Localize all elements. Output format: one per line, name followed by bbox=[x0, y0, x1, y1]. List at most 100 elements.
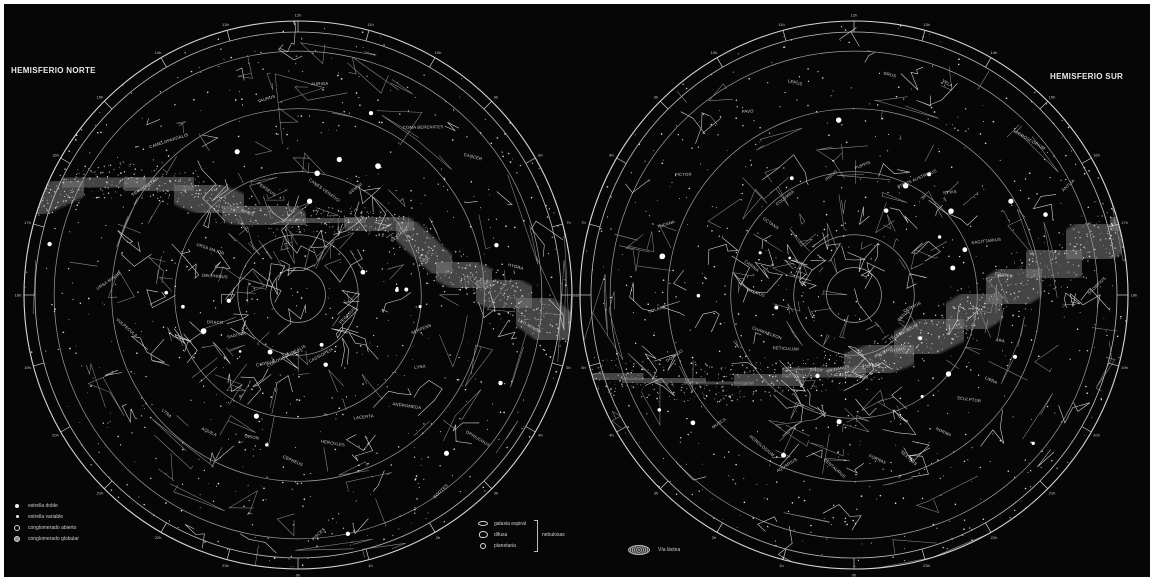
constellation-label: ERIDANUS bbox=[826, 364, 850, 374]
ra-label: 16h bbox=[52, 153, 59, 158]
constellation-label: VOLANS bbox=[647, 304, 666, 314]
bright-star bbox=[443, 450, 450, 456]
south-hemisphere-map: CETUSSCULPTORPHOENIXFORNAXERIDANUSHOROLO… bbox=[572, 13, 1138, 578]
ra-tick bbox=[660, 101, 669, 110]
legend-label: Vía láctea bbox=[658, 547, 681, 553]
constellation-label: CANCER bbox=[463, 152, 483, 161]
bright-star bbox=[883, 208, 889, 213]
constellation-label: CORONA BOREALIS bbox=[266, 343, 307, 368]
star-field bbox=[585, 25, 1127, 567]
bright-star bbox=[788, 256, 792, 260]
open-cluster-icon bbox=[14, 524, 20, 531]
bright-star bbox=[927, 172, 932, 177]
star-field bbox=[24, 21, 567, 568]
bright-star bbox=[920, 394, 924, 399]
constellation-label: CARINA bbox=[743, 259, 760, 273]
constellation-label: PUPPIS bbox=[854, 160, 871, 171]
constellation-label: LYNX bbox=[414, 364, 426, 370]
ra-label: 20h bbox=[1093, 433, 1100, 438]
constellation-figures bbox=[104, 21, 565, 554]
legend-planetary-nebula: planetaria bbox=[478, 540, 588, 551]
constellation-label: PAVO bbox=[742, 108, 755, 113]
ra-label: 22h bbox=[991, 535, 998, 540]
constellation-label: CANES VENATICI bbox=[308, 177, 341, 203]
bright-star bbox=[360, 269, 366, 275]
constellation-label: CAMELOPARDALIS bbox=[149, 132, 189, 149]
constellation-label: INDUS bbox=[824, 169, 838, 182]
south-hemisphere-title: HEMISFERIO SUR bbox=[1050, 72, 1124, 81]
bright-star bbox=[937, 235, 942, 239]
ra-label: 15h bbox=[1049, 95, 1056, 100]
constellation-label: LEPUS bbox=[788, 78, 804, 87]
declination-circle bbox=[730, 171, 978, 419]
ra-tick bbox=[1081, 157, 1092, 164]
ra-label: 3h bbox=[494, 491, 498, 496]
constellation-label: ANTLIA bbox=[1061, 178, 1076, 192]
bright-star bbox=[498, 380, 503, 386]
ra-label: 19h bbox=[24, 365, 31, 370]
bright-star bbox=[336, 156, 342, 163]
legend-open-cluster: conglomerado abierto bbox=[12, 522, 79, 533]
ra-tick bbox=[716, 57, 723, 68]
ra-label: 5h bbox=[581, 365, 585, 370]
constellation-label: OCTANS bbox=[762, 216, 780, 231]
bright-star bbox=[265, 443, 269, 447]
legend-diffuse-nebula: difusa bbox=[478, 529, 588, 540]
legend-double-star: estrella doble bbox=[12, 500, 79, 511]
milky-way-band bbox=[24, 160, 572, 356]
constellation-label: LYRA bbox=[161, 408, 173, 419]
ra-tick bbox=[921, 30, 926, 42]
north-hemisphere-title: HEMISFERIO NORTE bbox=[11, 66, 96, 75]
ra-label: 5h bbox=[566, 365, 570, 370]
constellation-label: LUPUS bbox=[863, 362, 879, 370]
ra-label: 12h bbox=[851, 13, 858, 18]
legend-spiral-galaxy: galaxia espiral bbox=[478, 518, 588, 529]
constellation-label: URSA MAJOR bbox=[196, 242, 225, 256]
ra-label: 6h bbox=[572, 293, 576, 298]
legend-label: conglomerado abierto bbox=[28, 524, 77, 531]
bright-star bbox=[1031, 441, 1035, 445]
ra-label: 19h bbox=[1121, 365, 1128, 370]
ra-label: 3h bbox=[654, 491, 658, 496]
declination-circle bbox=[111, 108, 485, 482]
constellation-label: OPHIUCHUS bbox=[465, 429, 491, 447]
ra-scale: 0h 1h 2h 3h 4h 5h 6h 7h 8h 9h 10h 11h 12h 13h 14h 15h 16… bbox=[572, 13, 1138, 578]
legend-label: estrella doble bbox=[28, 502, 58, 509]
ra-label: 23h bbox=[923, 563, 930, 568]
ra-tick bbox=[782, 30, 787, 42]
constellation-label: DELPHINUS bbox=[202, 273, 228, 280]
star-chart: PEGASUS ANDROMEDA CASSIOPEIA CEPHEUS CYGNUS L… bbox=[4, 4, 1150, 577]
constellation-label: COMA BERENICES bbox=[403, 124, 444, 130]
bright-star bbox=[1008, 198, 1014, 204]
ra-tick bbox=[525, 426, 536, 433]
ra-label: 0h bbox=[852, 573, 856, 578]
nebulae-brace bbox=[534, 520, 538, 552]
constellation-labels: PEGASUS ANDROMEDA CASSIOPEIA CEPHEUS CYGNUS L… bbox=[95, 81, 541, 542]
constellation-label: RETICULUM bbox=[773, 345, 800, 351]
constellation-label: PYXIS bbox=[943, 189, 957, 195]
ra-tick bbox=[589, 223, 601, 228]
variable-star-icon bbox=[15, 515, 19, 518]
ra-label: 18h bbox=[15, 293, 22, 298]
constellation-label: HYDRA bbox=[889, 346, 905, 354]
spiral-galaxy-icon bbox=[478, 521, 488, 526]
ra-tick bbox=[525, 157, 536, 164]
ra-label: 2h bbox=[712, 535, 716, 540]
ra-tick bbox=[429, 57, 436, 68]
hemisphere-inner: PEGASUS ANDROMEDA CASSIOPEIA CEPHEUS CYGNUS L… bbox=[24, 21, 572, 569]
constellation-label: ARA bbox=[995, 337, 1005, 343]
ra-tick bbox=[33, 223, 45, 228]
ra-tick bbox=[160, 57, 167, 68]
milky-way-icon bbox=[628, 545, 650, 555]
ra-label: 0h bbox=[296, 573, 300, 578]
ra-tick bbox=[616, 426, 627, 433]
constellation-label: CEPHEUS bbox=[282, 454, 304, 467]
ra-label: 13h bbox=[222, 22, 229, 27]
constellation-label: DRACO bbox=[207, 319, 224, 325]
planetary-nebula-icon bbox=[480, 542, 486, 549]
constellation-label: HYDRUS bbox=[746, 287, 765, 298]
ra-label: 11h bbox=[778, 22, 784, 27]
north-hemisphere-map: PEGASUS ANDROMEDA CASSIOPEIA CEPHEUS CYGNUS L… bbox=[15, 13, 581, 578]
bright-star bbox=[314, 170, 320, 177]
ra-label: 17h bbox=[1121, 220, 1128, 225]
